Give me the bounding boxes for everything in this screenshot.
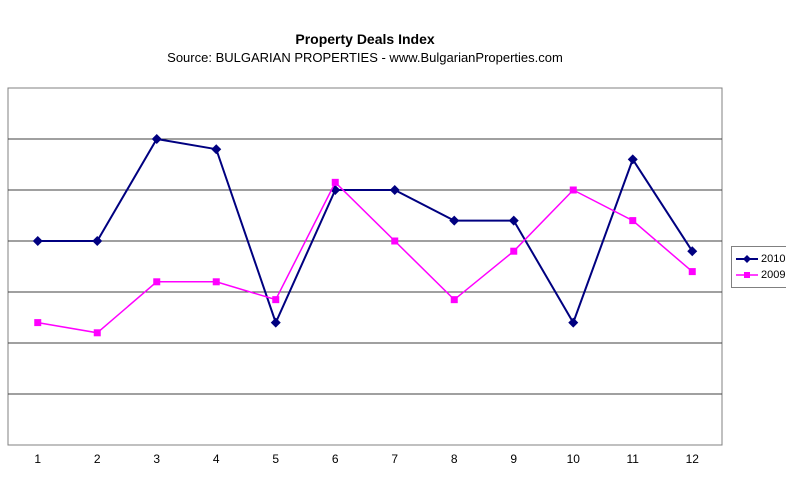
square-marker <box>93 329 101 337</box>
legend-label: 2010 <box>761 252 786 265</box>
square-marker <box>34 319 42 327</box>
diamond-marker <box>449 215 460 226</box>
x-tick-label: 4 <box>213 452 220 466</box>
chart-title: Property Deals Index <box>295 31 435 47</box>
x-tick-label: 6 <box>332 452 339 466</box>
x-tick-label: 10 <box>567 452 581 466</box>
series-line-2009 <box>37 181 693 334</box>
square-marker <box>629 217 637 225</box>
diamond-marker <box>568 317 579 328</box>
square-marker <box>212 278 220 286</box>
x-tick-label: 11 <box>627 452 640 466</box>
x-tick-label: 9 <box>510 452 517 466</box>
diamond-marker <box>389 185 400 195</box>
legend-item-2010: 2010 <box>736 251 785 267</box>
diamond-legend-swatch <box>736 255 758 263</box>
x-tick-label: 3 <box>153 452 160 466</box>
square-legend-swatch <box>736 272 758 278</box>
diamond-marker <box>32 236 43 246</box>
square-marker <box>331 178 339 186</box>
x-tick-label: 7 <box>391 452 398 466</box>
square-marker <box>450 296 458 304</box>
square-marker <box>688 268 696 276</box>
diamond-marker <box>687 246 698 257</box>
diamond-marker <box>151 134 162 144</box>
diamond-marker <box>270 317 281 328</box>
series-line-2010 <box>37 137 694 326</box>
diamond-marker <box>92 236 103 246</box>
square-marker <box>569 186 577 194</box>
x-tick-label: 8 <box>451 452 458 466</box>
diamond-marker <box>627 154 638 165</box>
square-marker <box>510 247 518 255</box>
legend-label: 2009 <box>761 268 786 281</box>
square-marker <box>153 278 161 286</box>
x-tick-label: 5 <box>272 452 279 466</box>
square-marker <box>272 296 280 304</box>
diamond-marker <box>508 215 519 226</box>
diamond-marker <box>211 144 222 155</box>
plot-border <box>7 87 723 446</box>
chart-legend: 2010 2009 <box>731 246 786 288</box>
chart-subtitle: Source: BULGARIAN PROPERTIES - www.Bulga… <box>167 50 563 65</box>
legend-item-2009: 2009 <box>736 267 785 283</box>
x-tick-label: 2 <box>94 452 101 466</box>
square-marker <box>391 237 399 245</box>
x-tick-label: 1 <box>34 452 41 466</box>
x-tick-label: 12 <box>686 452 700 466</box>
